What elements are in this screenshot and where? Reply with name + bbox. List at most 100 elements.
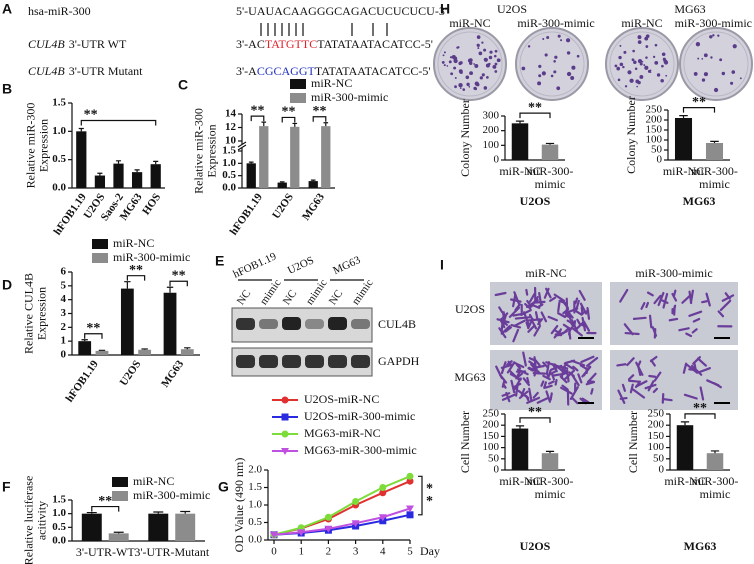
gene-name: CUL4B — [28, 37, 65, 51]
text-line: miR-300- — [692, 474, 739, 488]
significance-bracket — [519, 112, 551, 119]
text-line: mimic — [535, 177, 566, 191]
bar — [321, 126, 331, 188]
y-tick-label: 250 — [648, 408, 665, 420]
invaded-cell — [582, 320, 591, 332]
error-bar — [710, 140, 719, 143]
marker — [351, 520, 360, 528]
colony — [717, 34, 720, 37]
colony — [703, 72, 708, 77]
invaded-cell — [673, 289, 677, 297]
sequence-part: TATATAATACATCC-5' — [315, 64, 431, 78]
invaded-cell — [644, 383, 657, 390]
invaded-cell — [527, 317, 534, 330]
colony — [719, 58, 723, 62]
lane-label: NC — [281, 288, 300, 307]
marker — [324, 525, 333, 533]
legend-swatch — [92, 253, 108, 263]
y-tick-label: 50 — [488, 452, 500, 464]
invaded-cell — [713, 382, 722, 389]
legend-label: MG63-miR-NC — [304, 426, 381, 440]
marker — [406, 477, 414, 485]
colony — [483, 58, 486, 61]
colony — [494, 62, 498, 66]
marker — [281, 448, 289, 455]
invaded-cell — [653, 294, 662, 305]
y-tick-label: 2.0 — [248, 464, 262, 476]
y-tick-label: 1.5 — [52, 494, 66, 506]
invaded-cell — [671, 292, 678, 302]
x-tick-label: miR-NC — [664, 474, 705, 488]
y-tick-label: 1.5 — [52, 97, 66, 109]
marker — [406, 505, 414, 513]
error-bar — [115, 160, 122, 164]
bar — [78, 341, 92, 355]
invaded-cell — [626, 357, 635, 367]
utr-name: CUL4B 3'-UTR WT — [28, 37, 127, 51]
panel-label: H — [440, 1, 450, 17]
error-bar — [153, 160, 159, 165]
y-tick-label: 0.5 — [248, 516, 262, 528]
x-tick-label: MG63 — [300, 191, 327, 223]
lane-label: mimic — [350, 277, 376, 307]
colony — [644, 36, 649, 41]
plate-rim — [519, 31, 585, 97]
y-tick-label: 100 — [648, 441, 665, 453]
significance: ** — [251, 103, 265, 118]
invaded-cell — [510, 323, 522, 329]
legend-label: U2OS-miR-NC — [304, 392, 379, 406]
invaded-cell — [498, 306, 504, 314]
bar — [76, 131, 87, 188]
bar — [676, 425, 694, 470]
y-axis-label: Colony Number — [458, 99, 472, 177]
panel-label: D — [2, 277, 12, 293]
invaded-cell — [508, 306, 521, 318]
marker — [406, 472, 414, 480]
invaded-cell — [525, 321, 530, 328]
base-pairing — [260, 23, 388, 36]
culture-plate — [515, 27, 589, 101]
y-tick-label: 100 — [483, 441, 500, 453]
invaded-cell — [696, 357, 707, 367]
legend-swatch — [112, 491, 128, 501]
colony — [622, 65, 625, 69]
colony — [454, 76, 457, 79]
text-line: Relative luciferase — [21, 476, 35, 564]
sequence-part: TATATAATACATCC-5' — [317, 37, 433, 51]
colony — [468, 58, 473, 63]
invaded-cell — [649, 355, 658, 363]
invaded-cell — [678, 327, 690, 332]
x-axis-label: MG63 — [683, 194, 716, 208]
colony — [637, 80, 641, 85]
invaded-cell — [559, 375, 568, 384]
colony — [486, 76, 489, 79]
colony — [469, 71, 473, 76]
colony — [442, 54, 445, 57]
invaded-cell — [627, 374, 635, 381]
legend-label: miR-NC — [133, 474, 174, 488]
invaded-cell — [568, 328, 572, 340]
invaded-cell — [573, 320, 577, 328]
x-tick-label: 3'-UTR-Mutant — [134, 545, 209, 559]
invaded-cell — [501, 393, 516, 401]
invaded-cell — [570, 396, 579, 405]
error-bar — [113, 531, 124, 534]
marker — [281, 396, 289, 404]
invaded-cell — [506, 361, 516, 374]
invaded-cell — [557, 312, 567, 319]
invaded-cell — [527, 324, 536, 333]
bar — [246, 163, 256, 188]
bar — [120, 288, 134, 355]
y-tick-label: 5 — [61, 279, 67, 291]
x-tick-label: miR-300-mimic — [692, 474, 739, 501]
invaded-cell — [527, 367, 534, 372]
bar — [81, 513, 102, 541]
invaded-cell — [578, 289, 586, 301]
colony — [721, 71, 726, 76]
invaded-cell — [577, 373, 583, 384]
colony — [560, 39, 563, 42]
colony — [693, 72, 698, 76]
colony — [494, 49, 498, 53]
significance-bracket — [250, 115, 265, 122]
invaded-cell — [590, 388, 594, 395]
